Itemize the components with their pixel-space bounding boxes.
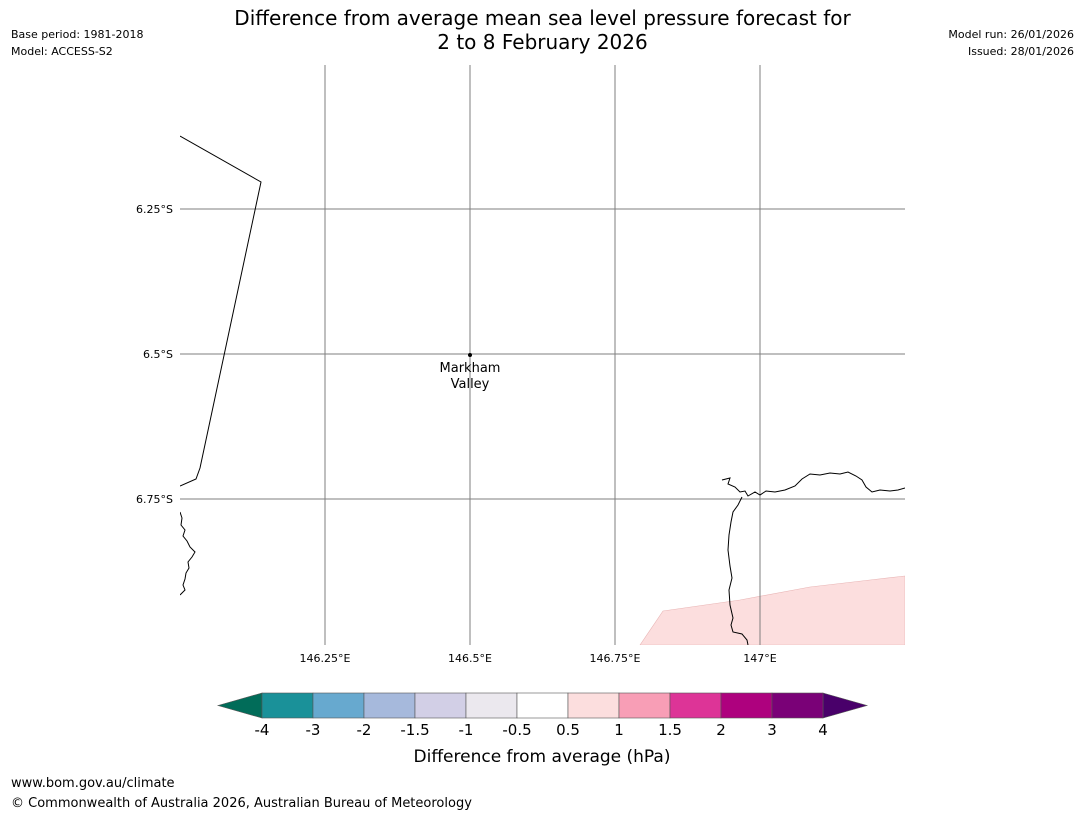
pressure-anomaly-area: [639, 575, 905, 645]
colorbar-tick-label: -1.5: [400, 721, 429, 739]
colorbar-tick-label: 2: [716, 721, 726, 739]
colorbar-over-arrow: [822, 692, 869, 719]
latitude-labels: 6.25°S 6.5°S 6.75°S: [136, 203, 173, 506]
colorbar-tick-label: -2: [357, 721, 372, 739]
model-name: Model: ACCESS-S2: [11, 45, 113, 58]
colorbar-tick-label: 4: [818, 721, 828, 739]
colorbar-segment: [567, 692, 620, 719]
lon-label: 146.25°E: [300, 652, 351, 665]
colorbar-segment: [516, 692, 569, 719]
copyright-notice: © Commonwealth of Australia 2026, Austra…: [11, 796, 472, 811]
colorbar-tick-labels: -4 -3 -2 -1.5 -1 -0.5 0.5 1 1.5 2 3 4: [255, 721, 828, 739]
colorbar-tick-label: 1: [614, 721, 624, 739]
colorbar-segment: [414, 692, 467, 719]
lon-label: 146.5°E: [448, 652, 492, 665]
coastline-west: [180, 511, 196, 596]
colorbar-segment: [312, 692, 365, 719]
run-info: Model run: 26/01/2026 Issued: 28/01/2026: [948, 26, 1074, 60]
colorbar-under-arrow: [216, 692, 263, 719]
lat-label: 6.25°S: [136, 203, 173, 216]
lat-label: 6.75°S: [136, 493, 173, 506]
lon-label: 147°E: [743, 652, 776, 665]
colorbar-tick-label: 0.5: [556, 721, 580, 739]
location-marker: [468, 353, 472, 357]
coastline-east: [721, 471, 905, 497]
colorbar-tick-label: 3: [767, 721, 777, 739]
map-panel: Markham Valley: [180, 65, 905, 645]
colorbar-segment: [720, 692, 773, 719]
colorbar-tick-label: -1: [459, 721, 474, 739]
base-info: Base period: 1981-2018 Model: ACCESS-S2: [11, 26, 143, 60]
colorbar-segment: [618, 692, 671, 719]
longitude-labels: 146.25°E 146.5°E 146.75°E 147°E: [300, 652, 777, 665]
title-line-1: Difference from average mean sea level p…: [234, 6, 851, 30]
model-run-date: Model run: 26/01/2026: [948, 28, 1074, 41]
colorbar-segment: [261, 692, 314, 719]
base-period: Base period: 1981-2018: [11, 28, 144, 41]
colorbar-segment: [669, 692, 722, 719]
colorbar-segment: [465, 692, 518, 719]
river-east: [727, 496, 749, 645]
colorbar-tick-label: 1.5: [658, 721, 682, 739]
colorbar-segment: [363, 692, 416, 719]
lon-label: 146.75°E: [590, 652, 641, 665]
website-link[interactable]: www.bom.gov.au/climate: [11, 776, 175, 791]
issued-date: Issued: 28/01/2026: [967, 45, 1074, 58]
place-label-line-1: Markham: [440, 361, 501, 376]
map-background: [180, 65, 905, 645]
title-line-2: 2 to 8 February 2026: [437, 30, 648, 54]
colorbar-segment: [771, 692, 824, 719]
colorbar-tick-label: -0.5: [502, 721, 531, 739]
colorbar-label: Difference from average (hPa): [414, 747, 671, 767]
chart-title: Difference from average mean sea level p…: [0, 6, 1085, 54]
colorbar-tick-label: -4: [255, 721, 270, 739]
colorbar: -4 -3 -2 -1.5 -1 -0.5 0.5 1 1.5 2 3 4 Di…: [216, 692, 869, 767]
boundary-line: [180, 135, 262, 487]
lat-label: 6.5°S: [143, 348, 173, 361]
place-label-line-2: Valley: [451, 377, 490, 392]
colorbar-tick-label: -3: [306, 721, 321, 739]
